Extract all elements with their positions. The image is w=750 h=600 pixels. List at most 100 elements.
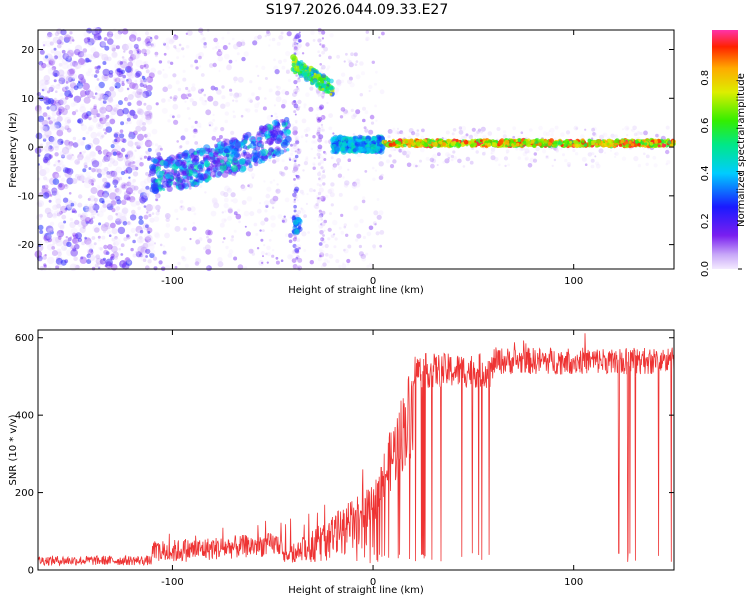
spectral-point	[151, 44, 156, 48]
spectral-point	[266, 30, 270, 34]
spectral-point	[246, 196, 253, 202]
spectral-point	[144, 134, 149, 139]
spectral-point	[404, 140, 408, 144]
spectral-point	[106, 171, 114, 179]
spectral-point	[411, 131, 416, 136]
spectral-point	[354, 223, 359, 228]
spectral-point	[321, 44, 326, 48]
spectral-point	[665, 125, 670, 130]
spectral-point	[42, 255, 47, 260]
spectral-point	[240, 165, 247, 172]
spectral-point	[412, 163, 417, 168]
spectral-point	[48, 59, 55, 66]
spectral-point	[91, 160, 100, 168]
spectral-point	[84, 203, 89, 209]
spectral-point	[109, 29, 114, 35]
spectral-point	[72, 74, 78, 80]
spectral-point	[94, 92, 98, 95]
spectral-point	[143, 214, 149, 220]
spectral-point	[318, 242, 323, 246]
spectral-point	[120, 253, 124, 256]
spectral-point	[155, 195, 160, 199]
spectral-point	[223, 203, 229, 209]
spectral-point	[94, 27, 102, 35]
spectral-point	[162, 73, 168, 79]
spectral-point	[89, 107, 94, 111]
spectral-point	[54, 97, 57, 101]
spectral-point	[136, 100, 143, 106]
spectral-point	[37, 200, 44, 208]
spectral-point	[601, 142, 606, 148]
spectral-point	[286, 31, 292, 37]
spectral-point	[308, 187, 314, 193]
spectral-point	[125, 97, 131, 103]
spectral-point	[103, 249, 109, 255]
spectral-point	[96, 78, 100, 81]
spectral-point	[77, 50, 85, 58]
spectral-point	[50, 33, 54, 37]
spectral-point	[275, 90, 281, 96]
spectral-point	[123, 196, 127, 200]
spectrogram-y-tick-label: 20	[21, 45, 34, 56]
spectral-point	[95, 145, 102, 152]
spectral-point	[78, 58, 85, 65]
spectral-point	[340, 146, 346, 152]
spectral-point	[323, 229, 326, 232]
spectral-point	[432, 142, 436, 147]
spectral-point	[341, 263, 347, 269]
spectral-point	[283, 215, 286, 218]
spectral-point	[105, 159, 109, 163]
spectral-point	[66, 241, 72, 247]
spectral-point	[90, 187, 98, 194]
spectral-point	[233, 229, 237, 233]
snr-x-tick-label: -100	[161, 577, 184, 588]
spectral-point	[72, 101, 78, 106]
spectral-point	[259, 202, 262, 205]
spectral-point	[136, 96, 144, 104]
spectral-point	[115, 104, 120, 108]
spectral-point	[99, 106, 107, 114]
spectral-point	[47, 256, 55, 265]
spectral-point	[133, 51, 141, 59]
spectral-point	[420, 135, 425, 140]
spectral-point	[657, 144, 661, 148]
spectral-point	[62, 150, 66, 154]
spectral-point	[308, 77, 311, 81]
spectral-point	[338, 192, 343, 197]
spectral-point	[248, 248, 254, 254]
spectral-point	[74, 44, 83, 53]
spectral-point	[65, 35, 69, 39]
spectral-point	[80, 78, 86, 84]
spectral-point	[88, 124, 95, 131]
spectral-point	[204, 100, 207, 103]
spectral-point	[132, 171, 139, 177]
spectral-point	[57, 43, 62, 49]
spectral-point	[85, 206, 92, 212]
spectral-point	[206, 167, 211, 172]
spectral-point	[44, 190, 52, 198]
spectral-point	[406, 162, 412, 168]
spectral-point	[43, 235, 50, 242]
spectral-point	[44, 207, 52, 215]
spectral-point	[293, 200, 297, 204]
spectral-point	[39, 83, 47, 91]
spectral-point	[225, 153, 230, 158]
spectral-point	[257, 74, 260, 77]
spectral-point	[105, 128, 109, 132]
spectral-point	[269, 38, 272, 41]
spectral-point	[512, 126, 517, 131]
spectral-point	[201, 33, 205, 37]
spectral-point	[520, 131, 524, 134]
spectral-point	[138, 120, 145, 127]
spectral-point	[313, 189, 316, 192]
spectral-point	[119, 61, 124, 65]
spectral-point	[181, 255, 185, 260]
spectral-point	[293, 198, 296, 202]
spectral-point	[49, 230, 54, 235]
spectral-point	[365, 252, 369, 256]
spectral-point	[273, 58, 276, 62]
spectral-point	[560, 147, 563, 151]
spectral-point	[55, 265, 60, 270]
spectral-point	[303, 249, 307, 252]
spectral-point	[145, 110, 153, 119]
